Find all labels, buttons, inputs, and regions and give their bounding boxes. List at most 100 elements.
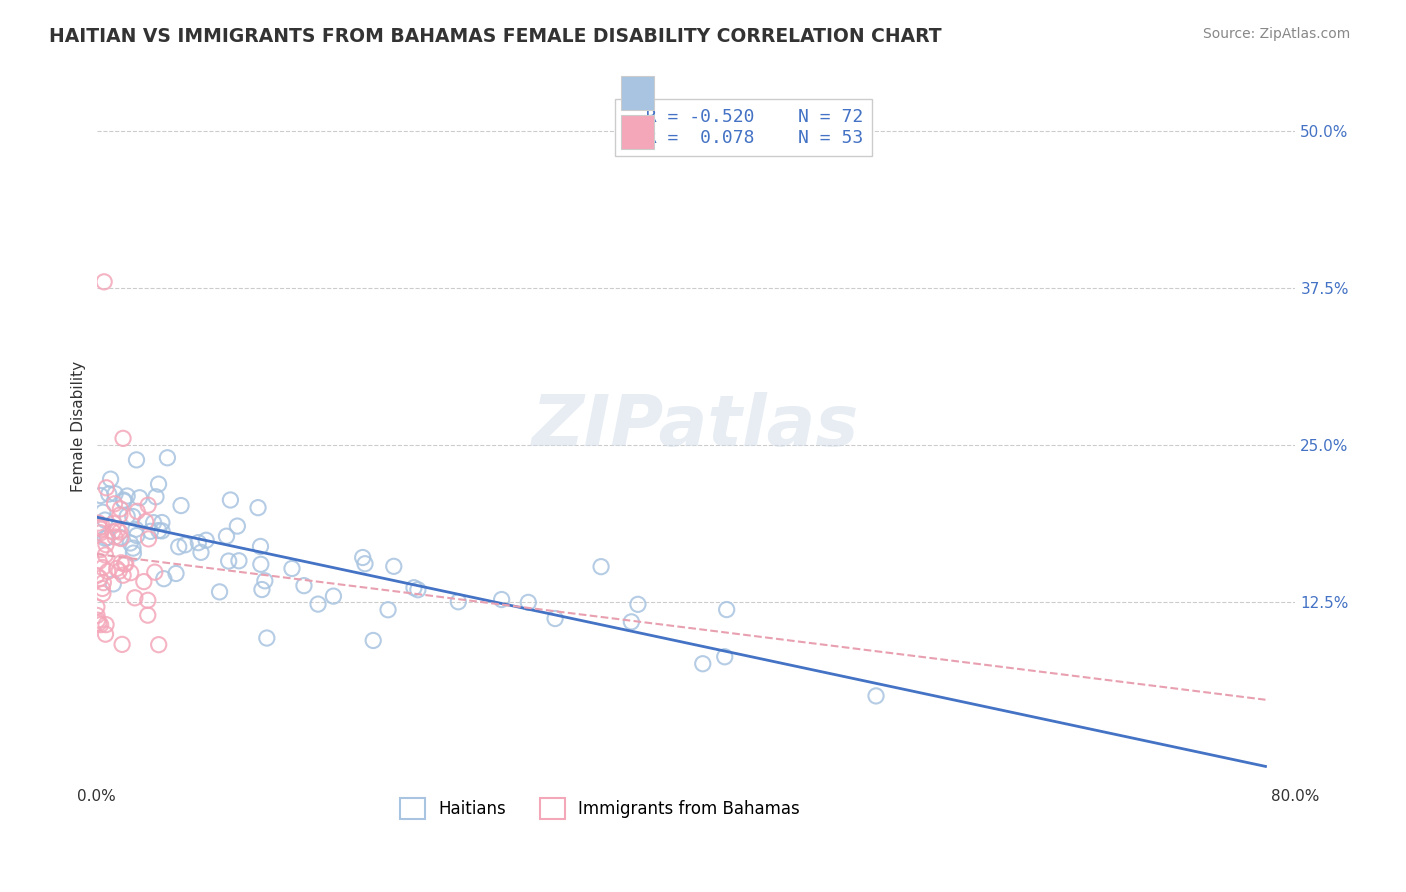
Point xyxy=(91,505,114,519)
Point xyxy=(86,608,108,623)
Point xyxy=(112,493,135,508)
Point xyxy=(90,617,112,632)
Point xyxy=(103,577,125,591)
Point xyxy=(94,617,117,632)
Point xyxy=(91,520,114,534)
Point xyxy=(627,598,650,612)
Point xyxy=(352,550,374,565)
Point xyxy=(93,575,115,590)
Point xyxy=(114,557,136,571)
Point xyxy=(167,540,190,554)
Point xyxy=(124,591,146,605)
Point xyxy=(165,566,187,581)
Point xyxy=(107,524,129,538)
Point xyxy=(110,556,132,570)
Point xyxy=(253,574,276,588)
Point xyxy=(716,602,738,616)
Point xyxy=(591,559,613,574)
Point xyxy=(713,649,735,664)
Point xyxy=(361,633,384,648)
Point xyxy=(218,554,240,568)
Point xyxy=(247,500,270,515)
Point xyxy=(292,579,315,593)
Point xyxy=(447,595,470,609)
Point xyxy=(103,516,125,531)
Point xyxy=(86,568,108,582)
Point xyxy=(111,637,134,651)
Point xyxy=(148,477,170,491)
Point xyxy=(135,515,157,529)
Point xyxy=(86,599,108,614)
Point xyxy=(226,519,249,533)
Point xyxy=(228,554,250,568)
Point xyxy=(91,582,114,596)
Point xyxy=(105,561,128,575)
Point xyxy=(94,531,117,545)
Point xyxy=(250,582,273,597)
Point xyxy=(122,546,145,560)
Point xyxy=(190,545,212,559)
Point xyxy=(174,538,197,552)
Point xyxy=(112,494,135,508)
Point xyxy=(90,542,112,557)
Point xyxy=(215,529,238,543)
Point xyxy=(100,472,122,486)
Point xyxy=(219,493,242,508)
Point xyxy=(544,611,567,625)
Point xyxy=(87,516,110,530)
Point xyxy=(249,540,271,554)
Point xyxy=(322,589,344,603)
Point xyxy=(110,532,132,546)
Point xyxy=(517,595,540,609)
Point xyxy=(114,557,136,571)
Point xyxy=(104,530,127,544)
Point xyxy=(112,431,135,445)
Point xyxy=(402,581,425,595)
Point xyxy=(120,536,142,550)
Point xyxy=(145,490,167,504)
Point xyxy=(91,560,114,574)
Point xyxy=(139,524,162,539)
Point xyxy=(103,497,125,511)
Point xyxy=(125,453,148,467)
Point xyxy=(87,554,110,568)
Point xyxy=(865,689,887,703)
Point xyxy=(89,489,111,503)
Point xyxy=(406,582,429,597)
Point xyxy=(692,657,714,671)
Text: HAITIAN VS IMMIGRANTS FROM BAHAMAS FEMALE DISABILITY CORRELATION CHART: HAITIAN VS IMMIGRANTS FROM BAHAMAS FEMAL… xyxy=(49,27,942,45)
Point xyxy=(148,638,170,652)
Point xyxy=(377,603,399,617)
Point xyxy=(187,535,209,549)
Point xyxy=(208,585,231,599)
Point xyxy=(136,593,159,607)
Point xyxy=(143,565,166,579)
Point xyxy=(112,568,135,582)
Point xyxy=(148,524,170,538)
Point xyxy=(620,615,643,629)
Point xyxy=(104,486,127,500)
Point xyxy=(108,531,131,545)
Point xyxy=(93,275,115,289)
Point xyxy=(91,586,114,600)
Point xyxy=(170,499,193,513)
Point xyxy=(115,489,138,503)
Point xyxy=(89,571,111,585)
Point xyxy=(136,608,159,623)
Point xyxy=(90,522,112,536)
Bar xyxy=(620,76,654,110)
Point xyxy=(125,522,148,536)
Point xyxy=(90,525,112,540)
Point xyxy=(110,502,132,516)
Point xyxy=(138,532,160,546)
Text: Source: ZipAtlas.com: Source: ZipAtlas.com xyxy=(1202,27,1350,41)
Point xyxy=(108,524,131,539)
Point xyxy=(153,572,176,586)
Point xyxy=(354,557,377,571)
Point xyxy=(96,531,118,545)
Point xyxy=(136,498,159,512)
Point xyxy=(132,574,155,589)
Point xyxy=(87,616,110,631)
Point xyxy=(97,487,120,501)
Point xyxy=(127,504,149,518)
